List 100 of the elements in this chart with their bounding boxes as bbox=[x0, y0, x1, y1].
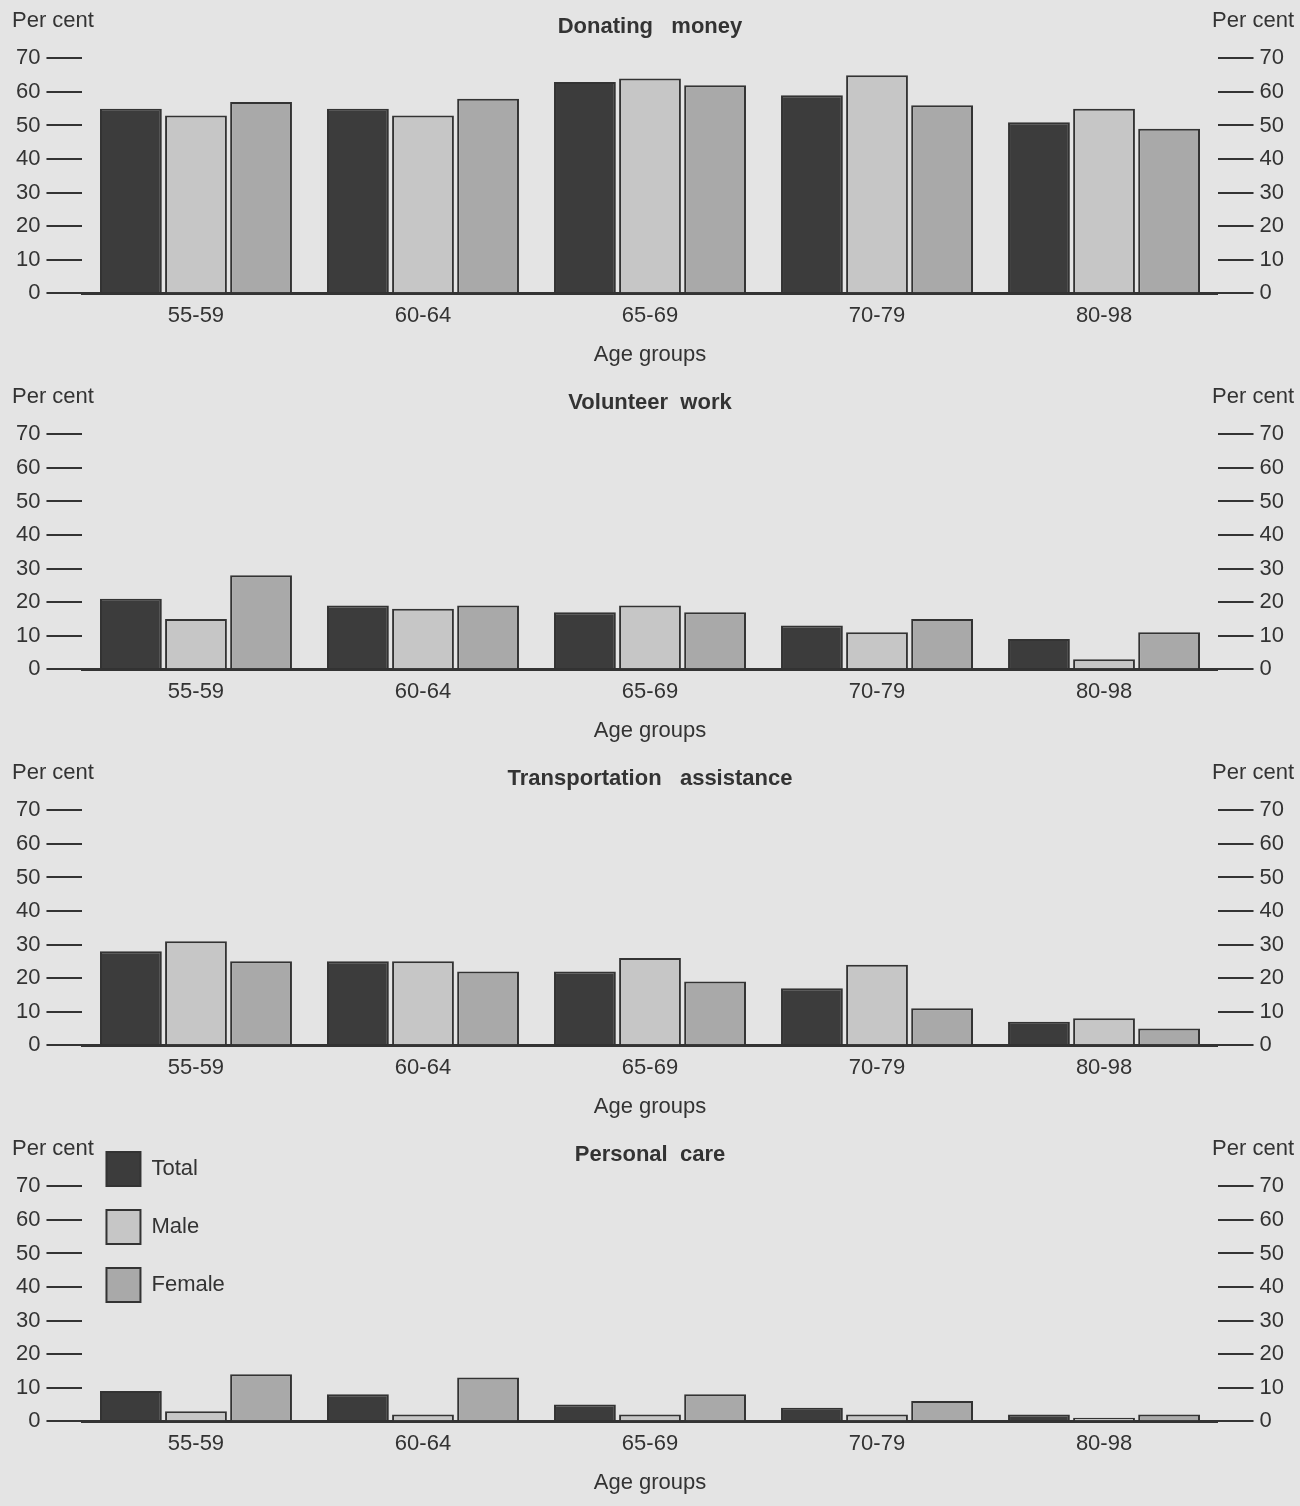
x-tick-label: 80-98 bbox=[1075, 1054, 1133, 1080]
y-tick-label: 0 bbox=[28, 1407, 41, 1433]
x-tick-label: 60-64 bbox=[394, 302, 452, 328]
x-tick-label: 70-79 bbox=[848, 302, 906, 328]
y-tick-label: 40 bbox=[15, 1273, 41, 1299]
chart-title: Personal care bbox=[574, 1141, 726, 1167]
legend-label: Total bbox=[151, 1155, 198, 1181]
y-tick-label: 40 bbox=[15, 145, 41, 171]
y-tick-label: 30 bbox=[15, 554, 41, 580]
x-axis-title: Age groups bbox=[593, 716, 707, 742]
x-tick-label: 70-79 bbox=[848, 678, 906, 704]
y-tick-label: 60 bbox=[15, 1206, 41, 1232]
x-tick-label: 55-59 bbox=[167, 302, 225, 328]
legend-label: Female bbox=[151, 1271, 225, 1297]
y2-tick-label: 0 bbox=[1259, 1031, 1272, 1057]
x-tick-label: 65-69 bbox=[621, 1430, 679, 1456]
y2-tick-label: 60 bbox=[1259, 830, 1285, 856]
chart-title: Volunteer work bbox=[568, 389, 733, 415]
y2-tick-label: 70 bbox=[1259, 1172, 1285, 1198]
y-tick-label: 60 bbox=[15, 454, 41, 480]
y2-tick-label: 40 bbox=[1259, 1273, 1285, 1299]
y-tick-label: 20 bbox=[15, 1340, 41, 1366]
y2-tick-label: 10 bbox=[1259, 997, 1285, 1023]
y-tick-label: 10 bbox=[15, 245, 41, 271]
x-tick-label: 65-69 bbox=[621, 1054, 679, 1080]
y2-tick-label: 30 bbox=[1259, 930, 1285, 956]
y2-tick-label: 0 bbox=[1259, 655, 1272, 681]
y-tick-label: 50 bbox=[15, 487, 41, 513]
y2-tick-label: 50 bbox=[1259, 863, 1285, 889]
y2-tick-label: 40 bbox=[1259, 521, 1285, 547]
y-tick-label: 40 bbox=[15, 897, 41, 923]
x-axis-title: Age groups bbox=[593, 1468, 707, 1494]
y-tick-label: 30 bbox=[15, 930, 41, 956]
y-tick-label: 30 bbox=[15, 178, 41, 204]
x-tick-label: 65-69 bbox=[621, 302, 679, 328]
y2-tick-label: 50 bbox=[1259, 111, 1285, 137]
y2-tick-label: 70 bbox=[1259, 420, 1285, 446]
x-tick-label: 55-59 bbox=[167, 678, 225, 704]
y2-tick-label: 70 bbox=[1259, 796, 1285, 822]
x-axis-title: Age groups bbox=[593, 340, 707, 366]
x-axis-title: Age groups bbox=[593, 1092, 707, 1118]
y-tick-label: 40 bbox=[15, 521, 41, 547]
y-axis-title: Per cent bbox=[12, 1135, 94, 1161]
y-tick-label: 10 bbox=[15, 997, 41, 1023]
x-tick-label: 65-69 bbox=[621, 678, 679, 704]
y2-tick-label: 60 bbox=[1259, 78, 1285, 104]
y2-tick-label: 20 bbox=[1259, 964, 1285, 990]
y2-tick-label: 30 bbox=[1259, 554, 1285, 580]
x-tick-label: 60-64 bbox=[394, 1054, 452, 1080]
chart-title: Donating money bbox=[557, 13, 744, 39]
y2-tick-label: 50 bbox=[1259, 487, 1285, 513]
x-tick-label: 60-64 bbox=[394, 1430, 452, 1456]
x-tick-label: 80-98 bbox=[1075, 302, 1133, 328]
y2-tick-label: 20 bbox=[1259, 1340, 1285, 1366]
y2-tick-label: 30 bbox=[1259, 178, 1285, 204]
y2-tick-label: 10 bbox=[1259, 245, 1285, 271]
y2-tick-label: 40 bbox=[1259, 897, 1285, 923]
x-tick-label: 70-79 bbox=[848, 1054, 906, 1080]
y-tick-label: 70 bbox=[15, 796, 41, 822]
y-tick-label: 0 bbox=[28, 279, 41, 305]
y2-tick-label: 60 bbox=[1259, 1206, 1285, 1232]
y-axis-title: Per cent bbox=[12, 7, 94, 33]
x-tick-label: 55-59 bbox=[167, 1430, 225, 1456]
y2-tick-label: 20 bbox=[1259, 588, 1285, 614]
y-tick-label: 20 bbox=[15, 588, 41, 614]
y2-tick-label: 10 bbox=[1259, 621, 1285, 647]
y-tick-label: 70 bbox=[15, 44, 41, 70]
y-tick-label: 70 bbox=[15, 1172, 41, 1198]
y-tick-label: 60 bbox=[15, 78, 41, 104]
chart-title: Transportation assistance bbox=[507, 765, 793, 791]
y-tick-label: 10 bbox=[15, 1373, 41, 1399]
y-tick-label: 0 bbox=[28, 655, 41, 681]
y-tick-label: 50 bbox=[15, 863, 41, 889]
x-tick-label: 80-98 bbox=[1075, 1430, 1133, 1456]
y-tick-label: 10 bbox=[15, 621, 41, 647]
y2-tick-label: 40 bbox=[1259, 145, 1285, 171]
y-tick-label: 50 bbox=[15, 1239, 41, 1265]
x-tick-label: 55-59 bbox=[167, 1054, 225, 1080]
y-tick-label: 50 bbox=[15, 111, 41, 137]
x-tick-label: 80-98 bbox=[1075, 678, 1133, 704]
y2-axis-title: Per cent bbox=[1212, 1135, 1294, 1161]
y2-tick-label: 50 bbox=[1259, 1239, 1285, 1265]
y-tick-label: 0 bbox=[28, 1031, 41, 1057]
y2-axis-title: Per cent bbox=[1212, 383, 1294, 409]
x-tick-label: 60-64 bbox=[394, 678, 452, 704]
y-axis-title: Per cent bbox=[12, 383, 94, 409]
y2-tick-label: 0 bbox=[1259, 1407, 1272, 1433]
y2-tick-label: 70 bbox=[1259, 44, 1285, 70]
y2-axis-title: Per cent bbox=[1212, 7, 1294, 33]
y-axis-title: Per cent bbox=[12, 759, 94, 785]
y2-tick-label: 60 bbox=[1259, 454, 1285, 480]
y2-tick-label: 30 bbox=[1259, 1306, 1285, 1332]
y-tick-label: 30 bbox=[15, 1306, 41, 1332]
y-tick-label: 20 bbox=[15, 964, 41, 990]
y-tick-label: 20 bbox=[15, 212, 41, 238]
y2-tick-label: 0 bbox=[1259, 279, 1272, 305]
legend-label: Male bbox=[151, 1213, 200, 1239]
y2-tick-label: 10 bbox=[1259, 1373, 1285, 1399]
x-tick-label: 70-79 bbox=[848, 1430, 906, 1456]
y-tick-label: 60 bbox=[15, 830, 41, 856]
